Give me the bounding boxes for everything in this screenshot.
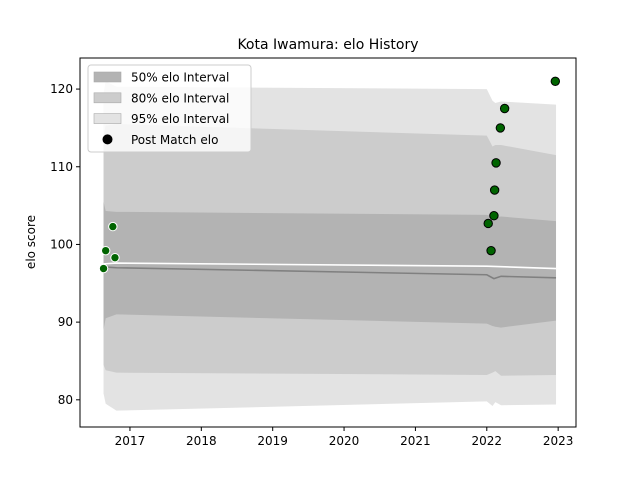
- chart-title: Kota Iwamura: elo History: [237, 37, 418, 53]
- post-match-point-9: [495, 123, 506, 133]
- y-tick-label-110: 110: [50, 160, 73, 174]
- legend-swatch-80-elo-interval: [93, 92, 122, 104]
- legend: 50% elo Interval 80% elo Interval 95% elo …: [87, 64, 252, 153]
- post-match-point-4: [483, 218, 493, 229]
- post-match-points: [98, 76, 561, 274]
- legend-label-post-match-elo: Post Match elo: [131, 133, 218, 147]
- y-tick-label-80: 80: [58, 393, 73, 407]
- trend-lines: [103, 262, 557, 280]
- trend-line-1: [103, 262, 557, 270]
- y-tick-label-120: 120: [50, 82, 73, 96]
- band-50-elo-interval: [103, 201, 557, 330]
- post-match-point-7: [489, 185, 500, 195]
- legend-box: [87, 64, 252, 153]
- post-match-point-11: [550, 76, 561, 87]
- y-tick-label-90: 90: [58, 315, 73, 329]
- post-match-point-0: [98, 263, 109, 274]
- x-tick-label-2020: 2020: [329, 434, 360, 448]
- legend-swatch-post-match-elo: [102, 134, 113, 145]
- post-match-point-1: [100, 245, 111, 256]
- trend-line-0: [103, 266, 557, 280]
- post-match-point-6: [489, 210, 499, 221]
- post-match-point-3: [110, 252, 120, 263]
- y-axis-label: elo score: [24, 215, 38, 269]
- x-tick-label-2023: 2023: [543, 434, 574, 448]
- post-match-point-10: [499, 103, 510, 114]
- x-axis: 2017 2018 2019 2020 2021 2022 2023: [115, 427, 574, 448]
- x-tick-label-2021: 2021: [400, 434, 431, 448]
- legend-swatch-95-elo-interval: [93, 113, 122, 124]
- x-tick-label-2022: 2022: [472, 434, 503, 448]
- x-tick-label-2018: 2018: [186, 434, 217, 448]
- plot-frame: [79, 57, 577, 428]
- x-tick-label-2017: 2017: [115, 434, 146, 448]
- interval-bands: [103, 81, 557, 411]
- y-tick-label-100: 100: [50, 237, 73, 251]
- x-tick-label-2019: 2019: [257, 434, 288, 448]
- y-axis: 80 90 100 110 120: [50, 82, 80, 407]
- legend-label-95-elo-interval: 95% elo Interval: [131, 112, 229, 126]
- legend-label-50-elo-interval: 50% elo Interval: [131, 71, 229, 85]
- post-match-point-2: [108, 221, 118, 232]
- post-match-point-5: [486, 245, 496, 256]
- legend-swatch-50-elo-interval: [93, 71, 122, 83]
- post-match-point-8: [491, 158, 501, 168]
- legend-label-80-elo-interval: 80% elo Interval: [131, 91, 229, 105]
